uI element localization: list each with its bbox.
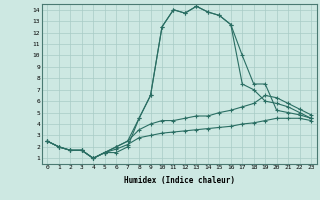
X-axis label: Humidex (Indice chaleur): Humidex (Indice chaleur) (124, 176, 235, 185)
